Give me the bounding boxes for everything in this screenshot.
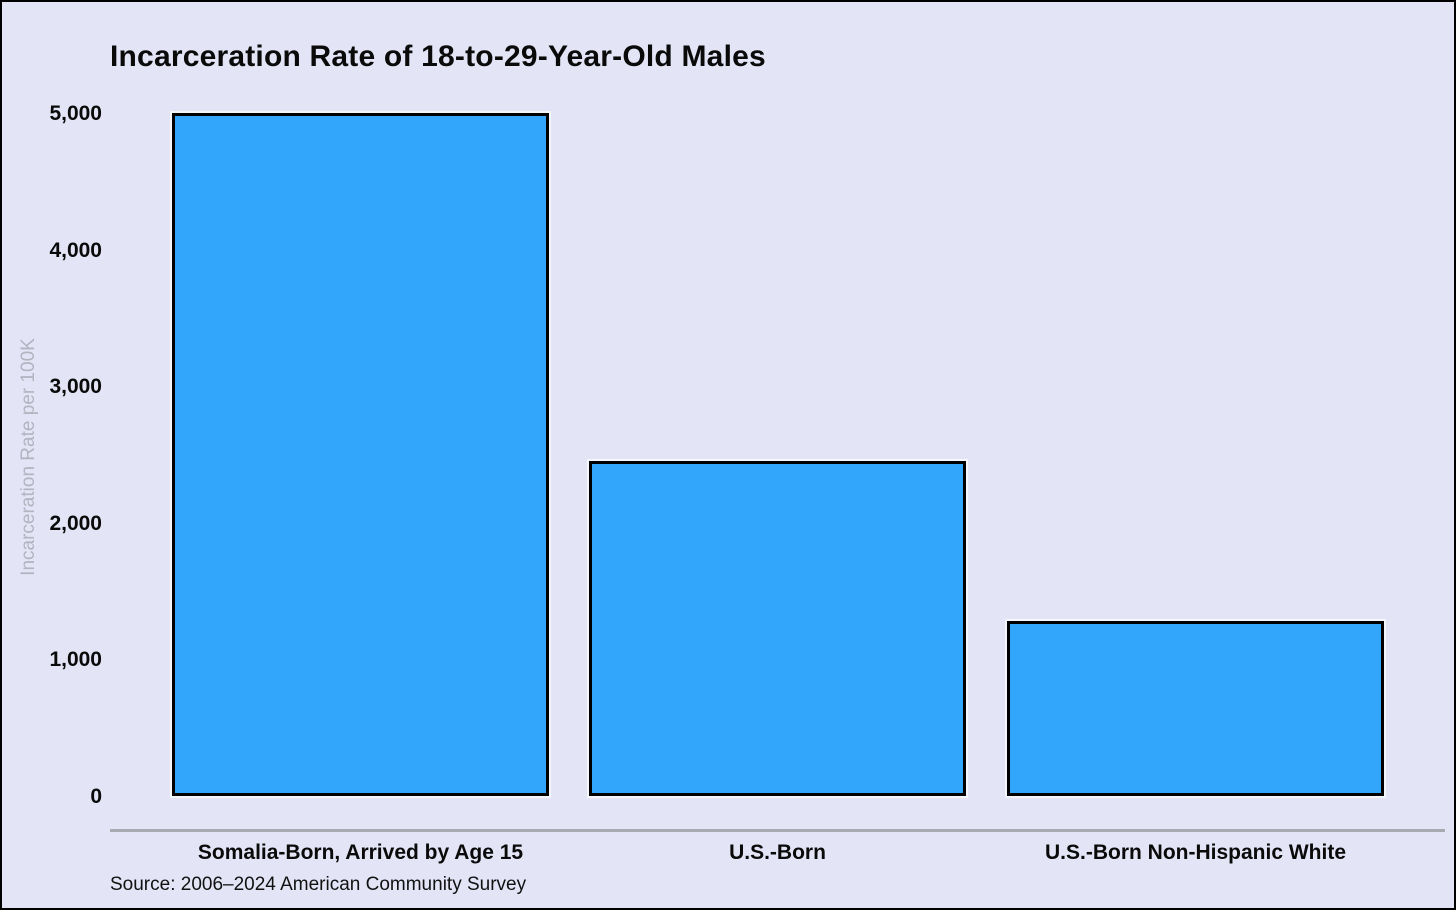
y-axis-title: Incarceration Rate per 100K xyxy=(18,338,39,576)
y-tick-label: 1,000 xyxy=(49,648,102,672)
y-tick-label: 0 xyxy=(90,785,102,808)
x-category-label: Somalia-Born, Arrived by Age 15 xyxy=(197,841,524,864)
bar-2 xyxy=(589,461,966,796)
y-tick-label: 5,000 xyxy=(49,102,102,125)
y-tick-label: 3,000 xyxy=(49,375,102,399)
x-axis-line xyxy=(110,829,1445,832)
y-tick-label: 2,000 xyxy=(49,511,102,535)
x-category-label: U.S.-Born Non-Hispanic White xyxy=(1045,841,1346,864)
x-category-label: U.S.-Born xyxy=(729,841,826,864)
bar-1 xyxy=(172,113,549,796)
bar-3 xyxy=(1007,621,1384,796)
source-note: Source: 2006–2024 American Community Sur… xyxy=(110,874,527,895)
chart-title: Incarceration Rate of 18-to-29-Year-Old … xyxy=(110,40,766,73)
y-tick-label: 4,000 xyxy=(49,238,102,262)
